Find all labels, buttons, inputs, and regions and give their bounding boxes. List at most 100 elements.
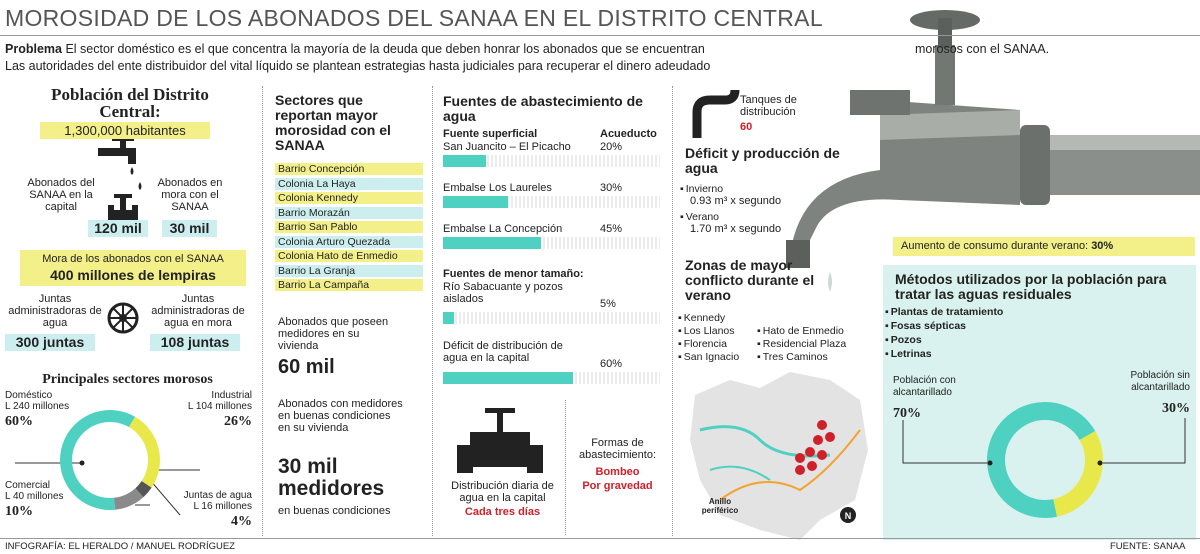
sector-item: Barrio San Pablo bbox=[275, 221, 423, 233]
stat: 400 millones de lempiras bbox=[50, 267, 216, 283]
label: Juntas administradoras de agua en mora bbox=[151, 293, 245, 329]
slice-amount: L 240 millones bbox=[5, 401, 70, 412]
bar-label: Déficit de distribución de agua en la ca… bbox=[443, 340, 563, 364]
donut-slice bbox=[1053, 431, 1104, 517]
stat: 108 juntas bbox=[150, 334, 240, 351]
bar-track bbox=[443, 196, 660, 208]
bar-label: Embalse La Concepción bbox=[443, 223, 563, 235]
center-dot bbox=[1097, 460, 1103, 466]
section-title: Población del Distrito Central: bbox=[51, 85, 209, 121]
label: Mora de los abonados con el SANAA bbox=[42, 253, 224, 265]
stat: 30 mil medidores bbox=[278, 455, 385, 500]
donut-slice bbox=[129, 416, 160, 488]
intro: Problema El sector doméstico es el que c… bbox=[5, 42, 845, 57]
label: Tanques de distribución bbox=[740, 94, 797, 118]
stat: 30% bbox=[1091, 240, 1114, 252]
divider bbox=[0, 35, 1200, 36]
north-label: N bbox=[844, 511, 852, 521]
source: FUENTE: SANAA bbox=[1110, 541, 1186, 552]
section-title: Déficit y producción de agua bbox=[685, 145, 840, 176]
sector-item: Colonia La Haya bbox=[275, 177, 423, 190]
valve-icon bbox=[108, 182, 142, 225]
divider bbox=[262, 86, 263, 536]
intro-text: morosos con el SANAA. bbox=[915, 42, 1050, 56]
method: Plantas de tratamiento bbox=[885, 306, 1004, 318]
intro-text: El sector doméstico es el que concentra … bbox=[65, 42, 705, 56]
faucet-illustration bbox=[786, 10, 1200, 292]
supply-form: Bombeo bbox=[595, 466, 640, 478]
stat: 300 juntas bbox=[5, 334, 95, 351]
bar bbox=[443, 155, 487, 167]
sector-item: Colonia Kennedy bbox=[275, 192, 423, 204]
slice-name: Doméstico bbox=[5, 390, 53, 401]
supply-form: Por gravedad bbox=[582, 480, 653, 492]
wheel-icon bbox=[107, 302, 139, 334]
slice-amount: L 16 millones bbox=[193, 501, 252, 512]
label: Formas de abastecimiento: bbox=[578, 437, 657, 461]
credit: INFOGRAFÍA: EL HERALDO / MANUEL RODRÍGUE… bbox=[5, 541, 235, 552]
method: Letrinas bbox=[885, 348, 932, 360]
label: Abonados del SANAA en la capital bbox=[27, 177, 95, 213]
label: Abonados en mora con el SANAA bbox=[157, 177, 223, 213]
bar-value: 5% bbox=[600, 298, 616, 310]
intro-text: Las autoridades del ente distribuidor de… bbox=[5, 59, 711, 73]
title: MOROSIDAD DE LOS ABONADOS DEL SANAA EN E… bbox=[5, 5, 823, 31]
subtitle: Fuentes de menor tamaño: bbox=[443, 268, 584, 280]
zone: Kennedy bbox=[678, 312, 725, 324]
bar-track bbox=[443, 312, 660, 324]
zone: Florencia bbox=[678, 338, 727, 350]
column-header: Fuente superficial bbox=[443, 128, 538, 140]
label: en buenas condiciones bbox=[278, 505, 391, 517]
big-valve-icon bbox=[457, 408, 543, 473]
stat: 0.93 m³ x segundo bbox=[690, 195, 782, 207]
slice-name: Industrial bbox=[211, 390, 252, 401]
slice-value: 4% bbox=[231, 514, 252, 529]
center-dot bbox=[987, 460, 993, 466]
center-dot bbox=[79, 460, 85, 466]
section-title: Sectores que reportan mayor morosidad co… bbox=[275, 92, 391, 153]
divider bbox=[565, 400, 566, 535]
method: Pozos bbox=[885, 334, 922, 346]
bar-value: 30% bbox=[600, 182, 623, 194]
slice-value: 60% bbox=[5, 414, 33, 429]
label: Abonados con medidores en buenas condici… bbox=[278, 398, 403, 434]
slice-value: 70% bbox=[893, 406, 921, 421]
label: Abonados que poseen medidores en su vivi… bbox=[278, 316, 389, 352]
intro-label: Problema bbox=[5, 42, 62, 56]
zone: Hato de Enmedio bbox=[757, 325, 844, 337]
sector-item: Colonia Arturo Quezada bbox=[275, 235, 423, 248]
tap-icon bbox=[98, 137, 136, 175]
divider bbox=[432, 86, 433, 536]
section-title: Principales sectores morosos bbox=[42, 372, 213, 387]
pipe-icon bbox=[692, 89, 740, 138]
sector-item: Barrio Morazán bbox=[275, 206, 423, 219]
section-title: Fuentes de abastecimiento de agua bbox=[443, 93, 643, 124]
bar-value: 60% bbox=[600, 358, 623, 370]
zone: Los Llanos bbox=[678, 325, 735, 337]
slice-value: 30% bbox=[1162, 401, 1190, 416]
slice-name: Comercial bbox=[5, 480, 51, 491]
zone: Residencial Plaza bbox=[757, 338, 846, 350]
divider bbox=[0, 538, 1200, 539]
bar-label: Embalse Los Laureles bbox=[443, 182, 552, 194]
bar-value: 45% bbox=[600, 223, 623, 235]
sector-item: Colonia Hato de Enmedio bbox=[275, 250, 423, 262]
label: Distribución diaria de agua en la capita… bbox=[451, 480, 554, 504]
consumption: Aumento de consumo durante verano: 30% bbox=[893, 237, 1195, 256]
slice-amount: L 104 millones bbox=[187, 401, 252, 412]
bar-track bbox=[443, 372, 660, 384]
method: Fosas sépticas bbox=[885, 320, 966, 332]
label: Aumento de consumo durante verano: bbox=[901, 240, 1089, 252]
bar-label: Río Sabacuante y pozos aislados bbox=[443, 281, 563, 305]
leader-lines bbox=[902, 418, 1186, 464]
sector-item: Barrio La Campaña bbox=[275, 279, 423, 291]
stat: 60 mil bbox=[278, 356, 335, 378]
stat: 30 mil bbox=[162, 220, 217, 237]
slice-name: Población sin alcantarillado bbox=[1130, 370, 1190, 393]
map-label: Anillo periférico bbox=[701, 497, 739, 515]
section-title: Zonas de mayor conflicto durante el vera… bbox=[685, 257, 815, 303]
slice-value: 10% bbox=[5, 504, 33, 519]
stat: 60 bbox=[740, 121, 753, 133]
bar bbox=[443, 312, 454, 324]
bar bbox=[443, 372, 574, 384]
